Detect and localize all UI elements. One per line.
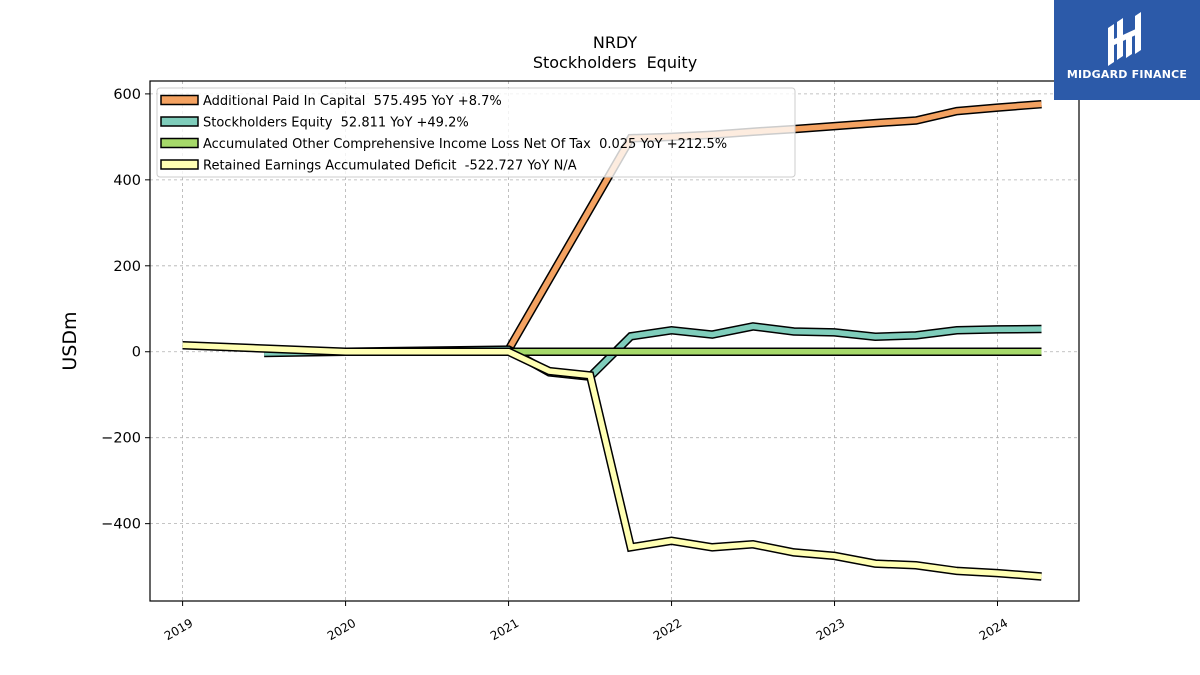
- x-axis-ticks: 2019 2020 2021 2022 2023 2024: [162, 601, 1010, 643]
- series-line-3: [182, 341, 1042, 581]
- y-tick-label: −200: [101, 431, 141, 447]
- x-tick-label: 2021: [488, 616, 521, 643]
- legend-box: [156, 87, 796, 178]
- logo-mark-icon: [1108, 12, 1141, 66]
- legend-swatch: [160, 94, 199, 106]
- y-tick-label: 400: [113, 173, 141, 189]
- x-tick-label: 2020: [325, 616, 358, 643]
- chart-title: NRDY: [593, 33, 638, 52]
- legend-swatch: [160, 116, 199, 127]
- y-axis-ticks: 600 400 200 0 −200 −400: [101, 87, 150, 533]
- y-tick-label: 0: [132, 345, 141, 361]
- legend: Additional Paid In Capital 575.495 YoY +…: [156, 87, 796, 178]
- plot-frame: [149, 80, 1080, 602]
- x-tick-label: 2019: [162, 616, 195, 643]
- x-tick-label: 2024: [977, 616, 1010, 643]
- legend-swatch: [160, 159, 199, 170]
- legend-entry-label: Retained Earnings Accumulated Deficit -5…: [203, 159, 577, 174]
- x-tick-label: 2022: [651, 616, 684, 643]
- series-stroke: [182, 342, 1042, 580]
- y-axis-label: USDm: [59, 311, 81, 370]
- chart-subtitle: Stockholders Equity: [533, 53, 697, 72]
- logo-text: MIDGARD FINANCE: [1066, 68, 1188, 81]
- legend-entry-label: Additional Paid In Capital 575.495 YoY +…: [203, 94, 502, 109]
- legend-swatch: [160, 137, 199, 149]
- x-tick-label: 2023: [814, 616, 847, 643]
- y-tick-label: 600: [113, 87, 141, 103]
- legend-entry-label: Accumulated Other Comprehensive Income L…: [203, 137, 727, 152]
- y-tick-label: −400: [101, 517, 141, 533]
- y-tick-label: 200: [113, 259, 141, 275]
- midgard-finance-logo: MIDGARD FINANCE: [1054, 0, 1200, 100]
- legend-entry-label: Stockholders Equity 52.811 YoY +49.2%: [203, 116, 469, 131]
